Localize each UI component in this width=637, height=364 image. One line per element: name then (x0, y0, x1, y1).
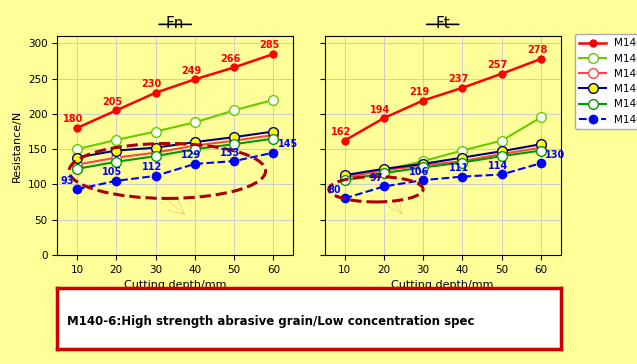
Text: 257: 257 (488, 60, 508, 70)
Text: 230: 230 (141, 79, 162, 89)
Text: 93: 93 (61, 176, 74, 186)
Text: 249: 249 (181, 66, 201, 76)
Text: 105: 105 (103, 167, 122, 177)
X-axis label: Cutting depth/mm: Cutting depth/mm (124, 280, 226, 290)
Text: 112: 112 (141, 162, 162, 172)
Text: 106: 106 (409, 167, 429, 177)
Text: 129: 129 (181, 150, 201, 161)
Text: 145: 145 (278, 139, 297, 149)
Text: 194: 194 (370, 104, 390, 115)
Title: Fn: Fn (166, 16, 184, 31)
X-axis label: Cutting depth/mm: Cutting depth/mm (392, 280, 494, 290)
Text: 285: 285 (259, 40, 280, 51)
Text: 111: 111 (448, 163, 469, 173)
Text: 80: 80 (328, 185, 341, 195)
Text: 114: 114 (488, 161, 508, 171)
Text: 266: 266 (220, 54, 240, 64)
Text: 97: 97 (370, 173, 383, 183)
Title: Ft: Ft (435, 16, 450, 31)
Text: 205: 205 (103, 97, 122, 107)
Legend: M140, M140-2, M140-3, M140-4, M140-5, M140-6: M140, M140-2, M140-3, M140-4, M140-5, M1… (575, 34, 637, 129)
Text: 130: 130 (545, 150, 565, 160)
Text: 237: 237 (448, 74, 469, 84)
Text: 278: 278 (527, 46, 547, 55)
Text: 219: 219 (409, 87, 429, 97)
Text: 180: 180 (63, 114, 83, 124)
Text: M140-6:High strength abrasive grain/Low concentration spec: M140-6:High strength abrasive grain/Low … (68, 315, 475, 328)
Text: 133: 133 (220, 147, 240, 158)
Text: 162: 162 (331, 127, 351, 137)
Y-axis label: Resistance/N: Resistance/N (12, 110, 22, 182)
